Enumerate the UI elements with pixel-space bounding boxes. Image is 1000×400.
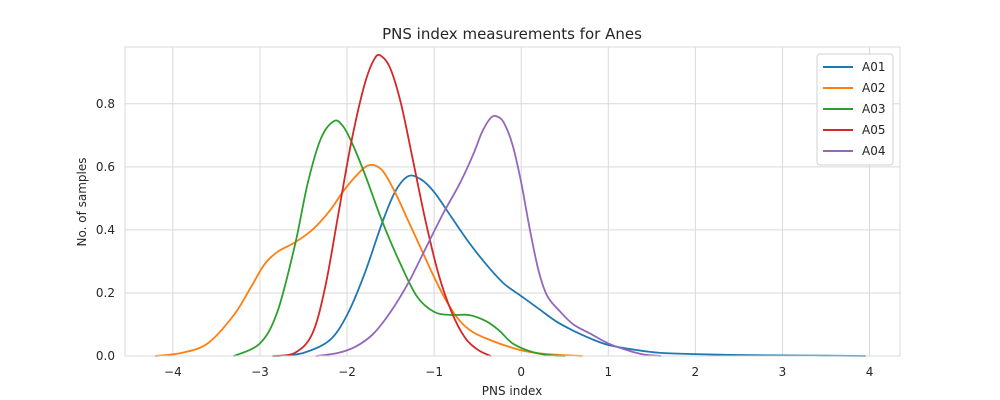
x-tick-label: −2	[338, 365, 356, 379]
x-tick-label: −1	[425, 365, 443, 379]
y-axis-title: No. of samples	[75, 158, 89, 247]
series-line-a03	[232, 119, 566, 357]
x-tick-label: 1	[604, 365, 612, 379]
series-line-a01	[276, 174, 867, 357]
legend-box	[816, 53, 894, 166]
x-axis-title: PNS index	[482, 384, 542, 398]
legend-label: A01	[862, 60, 885, 74]
x-tick-label: 3	[779, 365, 787, 379]
x-tick-label: 2	[692, 365, 700, 379]
grid	[125, 47, 900, 357]
y-tick-label: 0.2	[96, 286, 115, 300]
legend: A01 A02 A03 A05 A04	[816, 53, 894, 166]
legend-label: A04	[862, 144, 885, 158]
series-line-a02	[154, 164, 584, 357]
series-line-a05	[272, 53, 492, 357]
y-tick-label: 0.8	[96, 97, 115, 111]
x-tick-labels: −4 −3 −2 −1 0 1 2 3 4	[164, 365, 873, 379]
y-tick-label: 0.6	[96, 160, 115, 174]
y-tick-labels: 0.0 0.2 0.4 0.6 0.8	[96, 97, 115, 363]
x-tick-label: 4	[866, 365, 874, 379]
legend-label: A03	[862, 102, 885, 116]
series-line-a04	[315, 114, 662, 357]
legend-label: A05	[862, 123, 885, 137]
y-tick-label: 0.0	[96, 349, 115, 363]
x-tick-label: 0	[517, 365, 525, 379]
plot-frame	[124, 46, 901, 357]
x-tick-label: −3	[251, 365, 269, 379]
x-tick-label: −4	[164, 365, 182, 379]
legend-label: A02	[862, 81, 885, 95]
series-lines	[154, 53, 867, 357]
chart-title: PNS index measurements for Anes	[382, 25, 642, 43]
y-tick-label: 0.4	[96, 223, 115, 237]
